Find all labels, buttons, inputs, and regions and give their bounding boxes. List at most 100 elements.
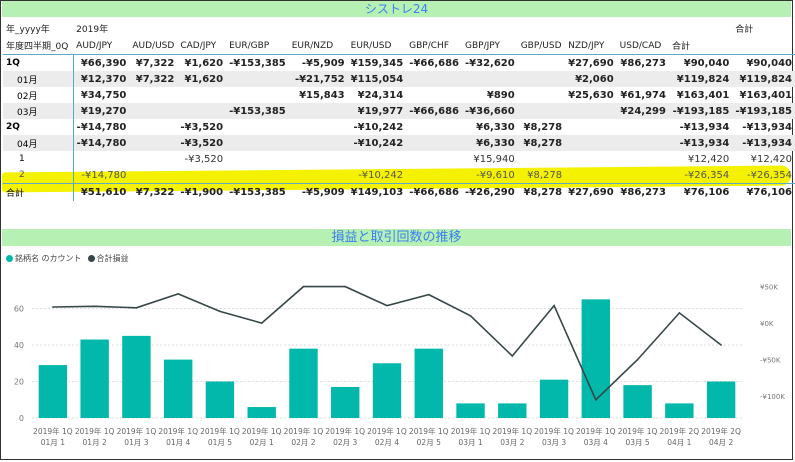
- x-tick-label: 2019年 1Q: [75, 426, 115, 436]
- column-header[interactable]: EUR/NZD: [291, 40, 334, 51]
- row-label[interactable]: 01月: [3, 71, 74, 87]
- table-cell: ¥86,273: [616, 183, 669, 201]
- table-cell: ¥76,106: [732, 183, 795, 201]
- bar: [38, 365, 68, 418]
- bar: [706, 381, 736, 418]
- table-row[interactable]: 02月 ¥34,750 ¥15,843 ¥24,314 ¥890 ¥25,630 ¥61,9…: [3, 87, 795, 103]
- column-header[interactable]: GBP/JPY: [465, 40, 500, 51]
- y-tick-label-right: -¥100K: [760, 393, 785, 401]
- column-header[interactable]: NZD/JPY: [568, 40, 605, 51]
- table-cell: ¥24,314: [357, 89, 404, 101]
- legend-item-line[interactable]: 合計損益: [87, 253, 129, 264]
- bar: [163, 359, 193, 418]
- bar: [80, 339, 109, 418]
- table-cell: ¥12,420: [687, 153, 730, 165]
- x-tick-label: 04月 2: [709, 438, 733, 447]
- combo-chart: 0 20 40 60 ¥50K ¥0K -¥50K -¥100K 2019年 1Q 01月 1 20…: [14, 284, 786, 447]
- column-header[interactable]: EUR/GBP: [229, 40, 270, 51]
- table-cell: -¥14,780: [81, 169, 127, 181]
- row-label[interactable]: 02月: [3, 87, 74, 103]
- table-cell: ¥34,750: [80, 89, 127, 101]
- row-label[interactable]: 1Q: [3, 54, 74, 71]
- table-cell: -¥66,686: [406, 183, 462, 201]
- bar: [414, 348, 443, 418]
- line-point: [595, 398, 597, 401]
- row-label[interactable]: 2: [3, 167, 74, 184]
- table-cell: [288, 135, 348, 151]
- column-header[interactable]: AUD/JPY: [76, 40, 113, 51]
- line-point: [386, 304, 388, 307]
- row-label[interactable]: 1: [3, 151, 74, 167]
- legend-item-bars[interactable]: 銘柄名 のカウント: [6, 253, 82, 264]
- row-label[interactable]: 合計: [3, 183, 74, 201]
- table-row[interactable]: 1Q ¥66,390 ¥7,322 ¥1,620 -¥153,385 -¥5,909 ¥15…: [3, 54, 795, 71]
- table-cell: [177, 103, 227, 119]
- table-cell: -¥3,520: [177, 135, 227, 151]
- row-label[interactable]: 03月: [3, 103, 74, 119]
- grand-total-header[interactable]: 合計: [735, 25, 754, 35]
- row-label[interactable]: 04月: [3, 135, 74, 151]
- column-header[interactable]: USD/CAD: [619, 40, 662, 51]
- column-header[interactable]: AUD/USD: [132, 40, 175, 51]
- pivot-table: 年_yyyy年 2019年 合計 年度四半期_0Q AUD/JPY AUD/US…: [3, 20, 795, 201]
- table-cell: [226, 135, 289, 151]
- table-cell: -¥13,934: [679, 121, 730, 133]
- row-label[interactable]: 2Q: [3, 119, 74, 135]
- table-cell: ¥115,054: [347, 71, 407, 87]
- table-cell: [177, 167, 226, 184]
- table-cell: ¥2,060: [565, 71, 617, 87]
- bar: [122, 335, 151, 418]
- header-row-columns: 年度四半期_0Q AUD/JPY AUD/USD CAD/JPY EUR/GBP…: [3, 37, 795, 55]
- x-tick-label: 01月 5: [208, 438, 232, 447]
- table-cell: [226, 167, 289, 184]
- bar: [289, 348, 318, 418]
- table-cell: [129, 87, 177, 103]
- x-tick-label: 01月 3: [124, 438, 148, 447]
- column-header[interactable]: GBP/USD: [520, 40, 562, 51]
- table-cell: ¥12,370: [73, 71, 130, 87]
- x-tick-label: 2019年 1Q: [576, 426, 616, 436]
- table-row[interactable]: 合計 ¥51,610 ¥7,322 -¥1,900 -¥153,385 -¥5,909 ¥1…: [3, 183, 795, 201]
- line-series-swatch-icon: [87, 255, 95, 262]
- table-row[interactable]: 01月 ¥12,370 ¥7,322 ¥1,620 -¥21,752 ¥115,054 ¥2…: [3, 71, 795, 87]
- table-cell: -¥13,934: [668, 135, 733, 151]
- table-cell: -¥66,686: [406, 54, 462, 71]
- table-cell: -¥26,354: [684, 169, 730, 181]
- column-header[interactable]: 合計: [671, 42, 690, 52]
- year-header[interactable]: 2019年: [76, 25, 109, 35]
- legend-label-bars: 銘柄名 のカウント: [15, 254, 82, 263]
- x-tick-label: 02月 2: [291, 438, 315, 447]
- row-label-header[interactable]: 年_yyyy年: [6, 25, 50, 35]
- x-tick-label: 01月 2: [83, 438, 107, 447]
- table-cell: -¥26,290: [462, 183, 518, 201]
- column-header[interactable]: CAD/JPY: [180, 40, 217, 51]
- column-header[interactable]: EUR/USD: [350, 40, 392, 51]
- table-cell: [406, 87, 462, 103]
- table-cell: [565, 167, 617, 184]
- table-row[interactable]: 2Q -¥14,780 -¥3,520 -¥10,242 ¥6,330 ¥8,278 -¥1…: [3, 119, 795, 135]
- bar: [456, 403, 485, 418]
- table-cell: -¥13,934: [742, 121, 792, 133]
- table-cell: [617, 119, 669, 135]
- table-cell: [617, 151, 669, 167]
- table-cell: [177, 87, 226, 103]
- table-cell: [129, 167, 177, 184]
- line-point: [219, 310, 221, 313]
- x-tick-label: 03月 2: [500, 438, 524, 447]
- table-cell: [129, 103, 178, 119]
- y-tick-label-left: 20: [14, 378, 24, 387]
- bar: [372, 363, 402, 418]
- table-cell: [288, 103, 348, 119]
- table-row[interactable]: 2 -¥14,780 -¥10,242 -¥9,610 ¥8,278 -¥26,354 -¥…: [3, 167, 795, 184]
- table-cell: [73, 151, 129, 167]
- table-cell: -¥26,354: [747, 169, 792, 181]
- table-row[interactable]: 04月 -¥14,780 -¥3,520 -¥10,242 ¥6,330 ¥8,278 -¥…: [3, 135, 795, 151]
- x-tick-label: 01月 1: [41, 438, 65, 447]
- table-cell: ¥8,278: [523, 121, 563, 133]
- table-cell: -¥153,385: [226, 183, 289, 201]
- column-header[interactable]: GBP/CHF: [409, 40, 449, 51]
- table-row[interactable]: 03月 ¥19,270 -¥153,385 ¥19,977 -¥66,686 -¥36,6…: [3, 103, 795, 119]
- quarter-header[interactable]: 年度四半期_0Q: [6, 42, 69, 52]
- x-tick-label: 2019年 1Q: [492, 426, 532, 436]
- table-row[interactable]: 1 -¥3,520 ¥15,940 ¥12,420 ¥12,420: [3, 151, 795, 167]
